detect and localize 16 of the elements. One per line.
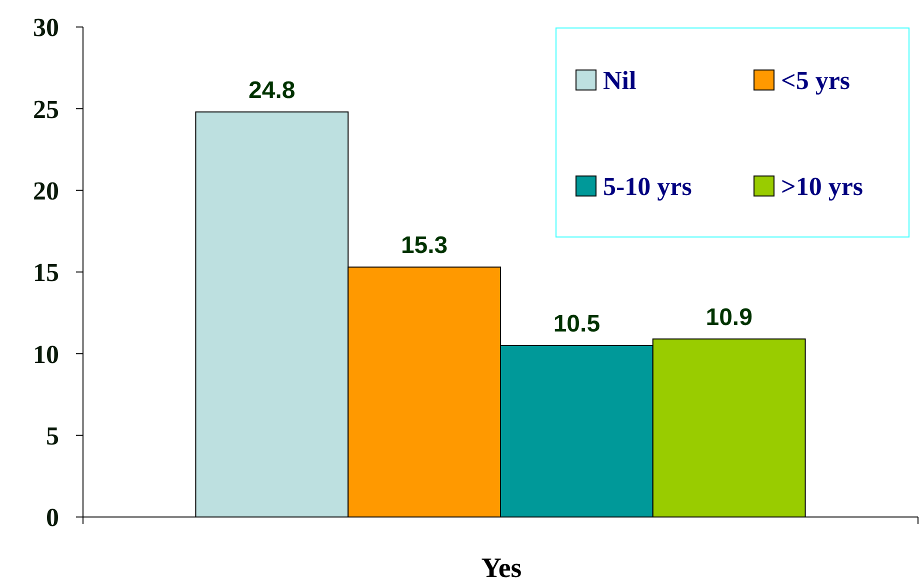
x-tick-label: Yes (481, 553, 522, 583)
y-tick-label: 10 (33, 340, 59, 369)
y-tick-label: 15 (33, 258, 59, 288)
data-label: 10.9 (706, 304, 752, 331)
data-label: 15.3 (400, 232, 448, 260)
y-tick-label: 30 (33, 13, 59, 42)
y-tick-label: 20 (33, 176, 59, 206)
y-tick-label: 0 (46, 503, 59, 532)
legend-label: 5-10 yrs (603, 172, 692, 202)
y-tick-label: 5 (46, 421, 59, 450)
data-label: 24.8 (248, 76, 296, 104)
legend-label: >10 yrs (781, 172, 863, 202)
y-tick-label: 25 (33, 94, 59, 124)
data-label: 10.5 (553, 310, 600, 338)
legend-label: <5 yrs (781, 66, 850, 96)
legend-label: Nil (603, 66, 636, 96)
